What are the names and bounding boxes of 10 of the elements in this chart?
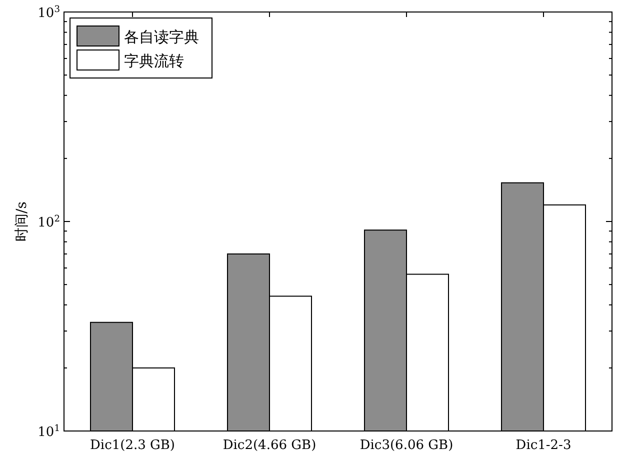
x-tick-label: Dic1(2.3 GB) — [90, 438, 176, 453]
y-tick-label: 10$^{2}$ — [38, 214, 60, 230]
y-tick-label: 10$^{3}$ — [38, 5, 60, 21]
x-tick-label: Dic3(6.06 GB) — [360, 438, 454, 453]
x-tick-label: Dic2(4.66 GB) — [222, 438, 316, 453]
y-axis-title: 时间/s — [14, 202, 30, 242]
x-tick-label: Dic1-2-3 — [516, 438, 572, 453]
legend-label: 字典流转 — [124, 52, 184, 70]
y-tick-label: 10$^{1}$ — [38, 424, 60, 440]
legend-label: 各自读字典 — [124, 28, 199, 46]
